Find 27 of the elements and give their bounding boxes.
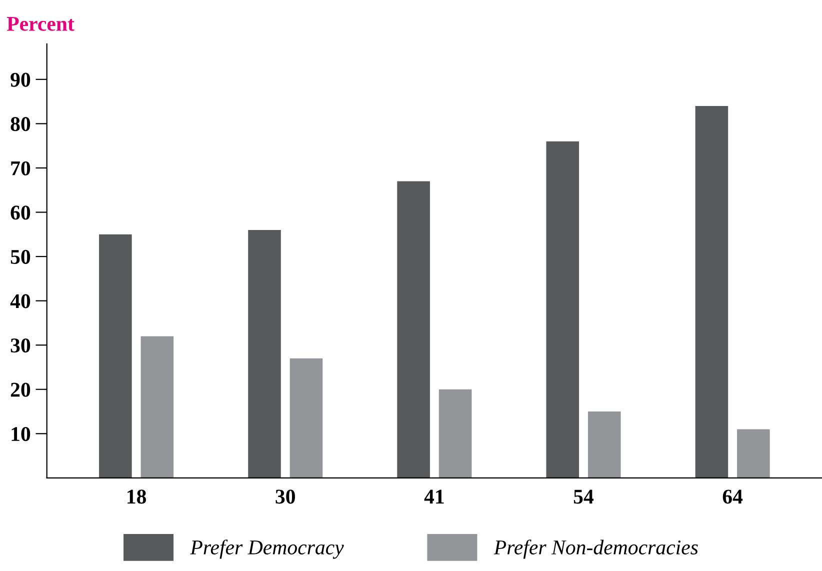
y-tick-label: 20 bbox=[10, 382, 30, 397]
x-tick-label: 30 bbox=[276, 490, 295, 504]
x-tick-label: 41 bbox=[424, 490, 444, 504]
y-tick-label: 30 bbox=[10, 338, 30, 353]
x-tick-label: 64 bbox=[722, 490, 743, 504]
legend-label: Prefer Democracy bbox=[190, 540, 344, 559]
bar bbox=[397, 181, 430, 478]
bar bbox=[99, 234, 132, 478]
bar bbox=[588, 412, 621, 478]
bar bbox=[695, 106, 728, 478]
legend-label: Prefer Non-democracies bbox=[494, 540, 698, 559]
y-tick-label: 80 bbox=[10, 117, 30, 132]
y-tick-label: 10 bbox=[12, 427, 30, 442]
bar bbox=[248, 230, 281, 478]
x-tick-label: 18 bbox=[128, 490, 146, 504]
x-tick-label: 54 bbox=[574, 490, 594, 504]
bar bbox=[290, 358, 323, 478]
bar bbox=[546, 141, 580, 478]
y-tick-label: 60 bbox=[10, 206, 30, 220]
y-tick-label: 70 bbox=[11, 161, 30, 176]
y-axis-title: Percent bbox=[6, 17, 74, 31]
y-tick-label: 50 bbox=[10, 250, 30, 264]
bar bbox=[140, 336, 174, 478]
y-tick-label: 40 bbox=[10, 294, 30, 308]
bar bbox=[438, 389, 472, 478]
bar bbox=[737, 429, 770, 478]
y-tick-label: 90 bbox=[10, 72, 30, 87]
